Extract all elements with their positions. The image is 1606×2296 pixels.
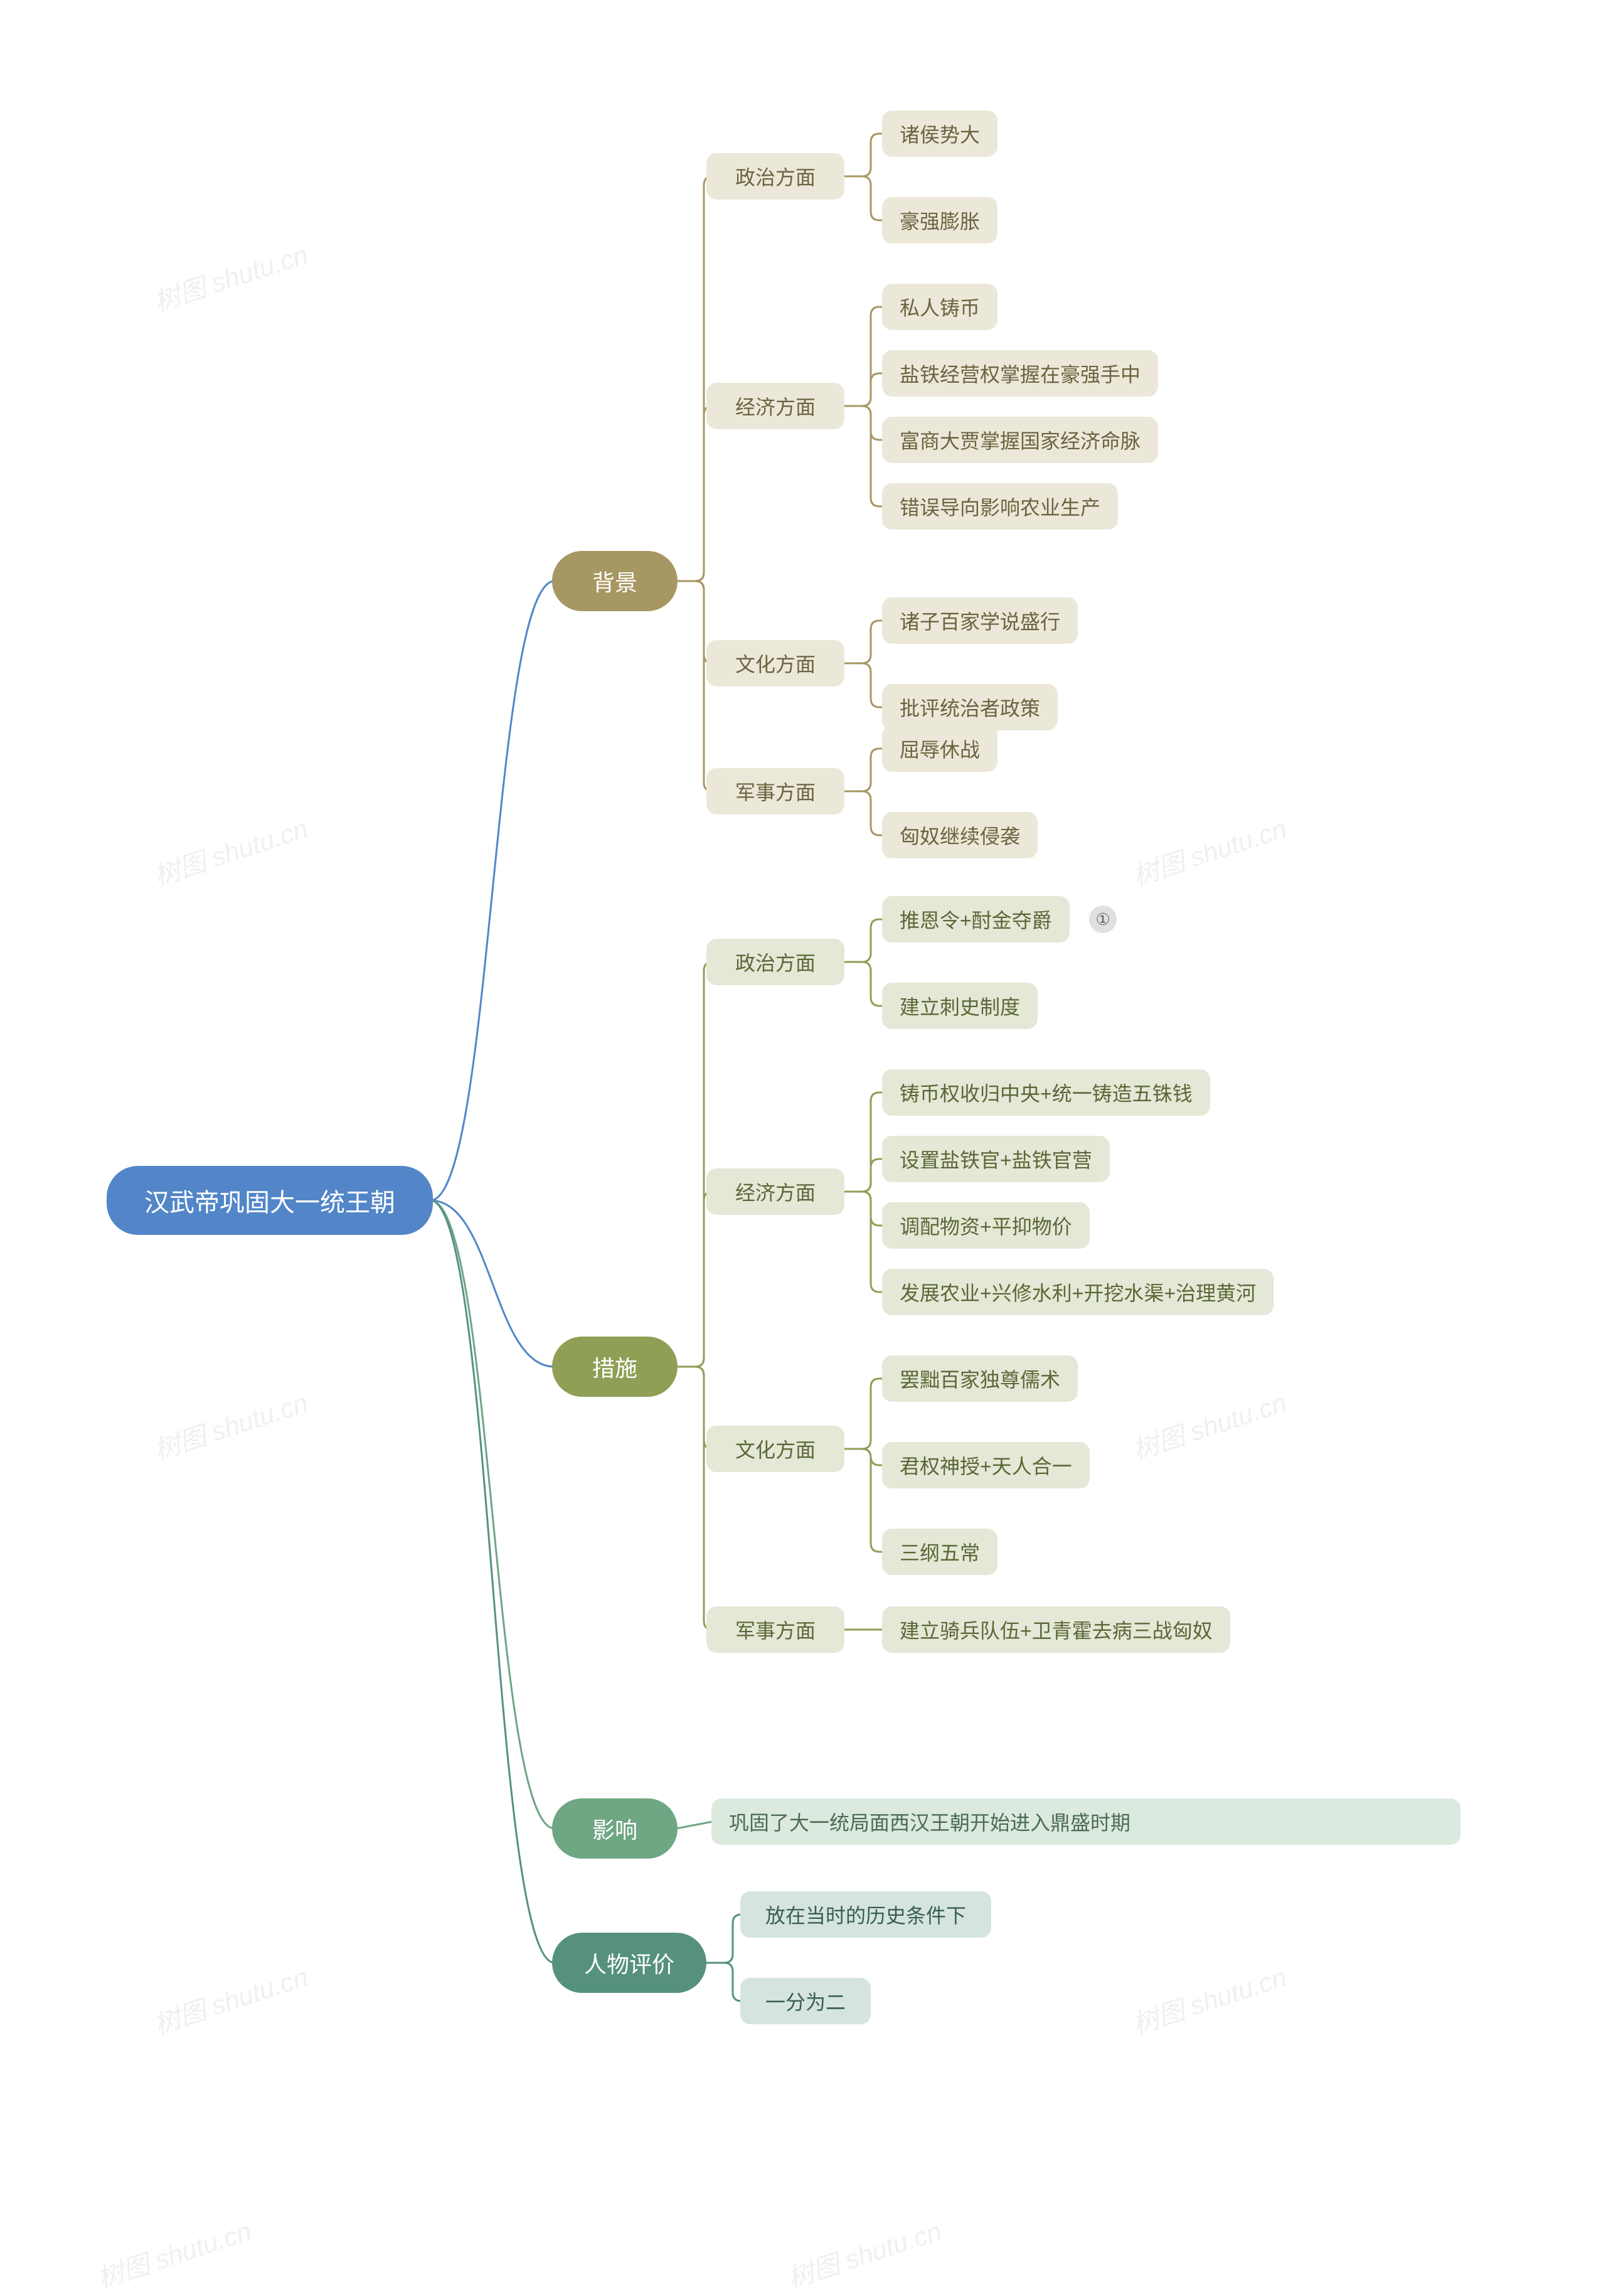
leaf-node: 匈奴继续侵袭 [882, 812, 1038, 858]
level2-node: 放在当时的历史条件下 [740, 1891, 991, 1938]
level1-node: 背景 [552, 551, 678, 611]
leaf-node: 屈辱休战 [882, 725, 997, 772]
watermark: 树图 shutu.cn [149, 233, 312, 319]
level1-label: 措施 [592, 1350, 637, 1383]
leaf-node: 铸币权收归中央+统一铸造五铢钱 [882, 1069, 1210, 1116]
level1-node: 措施 [552, 1337, 678, 1397]
leaf-label: 推恩令+酎金夺爵 [900, 905, 1052, 934]
leaf-label: 建立骑兵队伍+卫青霍去病三战匈奴 [900, 1615, 1213, 1644]
leaf-node: 私人铸币 [882, 284, 997, 330]
level2-label: 政治方面 [735, 948, 816, 976]
level2-label: 经济方面 [735, 392, 816, 420]
leaf-label: 私人铸币 [900, 292, 980, 321]
level1-node: 影响 [552, 1798, 678, 1859]
leaf-label: 罢黜百家独尊儒术 [900, 1364, 1060, 1393]
leaf-label: 错误导向影响农业生产 [900, 492, 1100, 521]
leaf-label: 批评统治者政策 [900, 693, 1040, 722]
watermark: 树图 shutu.cn [782, 2210, 946, 2296]
leaf-node: 批评统治者政策 [882, 684, 1058, 730]
leaf-node: 诸子百家学说盛行 [882, 597, 1078, 644]
level2-node: 政治方面 [706, 939, 844, 985]
leaf-label: 屈辱休战 [900, 734, 980, 763]
level2-node: 文化方面 [706, 1426, 844, 1472]
leaf-node: 发展农业+兴修水利+开挖水渠+治理黄河 [882, 1269, 1274, 1315]
leaf-label: 盐铁经营权掌握在豪强手中 [900, 359, 1141, 388]
leaf-label: 诸侯势大 [900, 119, 980, 148]
level1-label: 人物评价 [584, 1946, 674, 1979]
level2-label: 文化方面 [735, 649, 816, 678]
level1-label: 背景 [592, 565, 637, 597]
level2-label: 一分为二 [765, 1987, 846, 2016]
level2-label: 放在当时的历史条件下 [765, 1900, 966, 1929]
watermark: 树图 shutu.cn [149, 1956, 312, 2042]
leaf-label: 建立刺史制度 [900, 991, 1020, 1020]
leaf-node: 推恩令+酎金夺爵 [882, 896, 1070, 942]
level2-node: 经济方面 [706, 1168, 844, 1215]
leaf-label: 三纲五常 [900, 1537, 980, 1566]
leaf-label: 君权神授+天人合一 [900, 1451, 1072, 1480]
leaf-label: 诸子百家学说盛行 [900, 606, 1060, 635]
leaf-node: 建立骑兵队伍+卫青霍去病三战匈奴 [882, 1606, 1230, 1653]
watermark: 树图 shutu.cn [1127, 808, 1291, 894]
leaf-node: 豪强膨胀 [882, 197, 997, 243]
level2-node: 军事方面 [706, 768, 844, 814]
watermark: 树图 shutu.cn [1127, 1382, 1291, 1468]
leaf-node: 调配物资+平抑物价 [882, 1202, 1090, 1249]
level2-node: 一分为二 [740, 1978, 871, 2024]
leaf-node: 设置盐铁官+盐铁官营 [882, 1136, 1110, 1182]
watermark: 树图 shutu.cn [1127, 1956, 1291, 2042]
leaf-node: 富商大贾掌握国家经济命脉 [882, 417, 1158, 463]
leaf-label: 设置盐铁官+盐铁官营 [900, 1145, 1092, 1173]
root-label: 汉武帝巩固大一统王朝 [144, 1182, 395, 1219]
note-badge: ① [1089, 905, 1117, 933]
leaf-label: 发展农业+兴修水利+开挖水渠+治理黄河 [900, 1278, 1256, 1306]
leaf-node: 诸侯势大 [882, 110, 997, 157]
influence-leaf: 巩固了大一统局面西汉王朝开始进入鼎盛时期 [711, 1798, 1460, 1845]
watermark: 树图 shutu.cn [149, 1382, 312, 1468]
level2-label: 军事方面 [735, 1615, 816, 1644]
watermark: 树图 shutu.cn [149, 808, 312, 894]
leaf-label: 调配物资+平抑物价 [900, 1211, 1072, 1240]
influence-label: 巩固了大一统局面西汉王朝开始进入鼎盛时期 [729, 1807, 1130, 1836]
leaf-node: 三纲五常 [882, 1529, 997, 1575]
leaf-node: 罢黜百家独尊儒术 [882, 1355, 1078, 1402]
level2-label: 文化方面 [735, 1434, 816, 1463]
leaf-node: 建立刺史制度 [882, 983, 1038, 1029]
level2-node: 军事方面 [706, 1606, 844, 1653]
canvas: 树图 shutu.cn 树图 shutu.cn 树图 shutu.cn 树图 shut… [0, 0, 1606, 2286]
leaf-label: 豪强膨胀 [900, 206, 980, 235]
leaf-label: 富商大贾掌握国家经济命脉 [900, 425, 1141, 454]
leaf-node: 君权神授+天人合一 [882, 1442, 1090, 1488]
leaf-node: 错误导向影响农业生产 [882, 483, 1118, 530]
level2-label: 政治方面 [735, 162, 816, 191]
root-node: 汉武帝巩固大一统王朝 [107, 1166, 433, 1235]
leaf-node: 盐铁经营权掌握在豪强手中 [882, 350, 1158, 397]
leaf-label: 匈奴继续侵袭 [900, 821, 1020, 850]
level2-node: 政治方面 [706, 153, 844, 200]
leaf-label: 铸币权收归中央+统一铸造五铢钱 [900, 1078, 1193, 1107]
level2-node: 经济方面 [706, 383, 844, 429]
level2-node: 文化方面 [706, 640, 844, 686]
level1-label: 影响 [592, 1812, 637, 1845]
level2-label: 经济方面 [735, 1177, 816, 1206]
level2-label: 军事方面 [735, 777, 816, 806]
watermark: 树图 shutu.cn [92, 2210, 256, 2296]
level1-node: 人物评价 [552, 1933, 706, 1993]
